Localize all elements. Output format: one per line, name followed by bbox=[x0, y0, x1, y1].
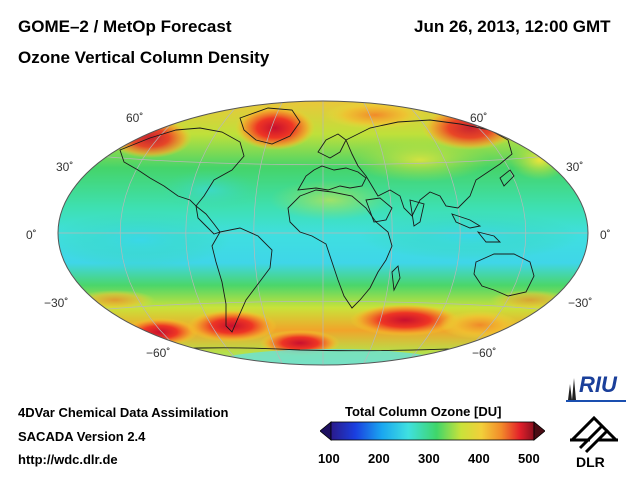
meridian-line bbox=[119, 101, 324, 365]
colorbar-tick: 100 bbox=[318, 451, 340, 466]
dlr-logo-text: DLR bbox=[576, 454, 605, 470]
riu-logo: RIU bbox=[566, 372, 628, 402]
lat-label-right: 60˚ bbox=[470, 111, 488, 125]
lat-label-right: −60˚ bbox=[472, 346, 497, 360]
dlr-logo-mark bbox=[570, 415, 618, 454]
riu-logo-mark bbox=[566, 378, 626, 402]
footer-url[interactable]: http://wdc.dlr.de bbox=[18, 452, 118, 467]
lat-label-right: −30˚ bbox=[568, 296, 593, 310]
lat-label-left: 60˚ bbox=[126, 111, 144, 125]
ozone-field bbox=[58, 101, 588, 365]
meridian-line bbox=[322, 101, 461, 365]
meridian-line bbox=[253, 101, 324, 365]
colorbar-tick: 400 bbox=[468, 451, 490, 466]
dlr-logo: DLR bbox=[566, 414, 622, 470]
meridian-line bbox=[322, 101, 527, 365]
lat-label-right: 0˚ bbox=[600, 228, 611, 242]
map-subtitle: Ozone Vertical Column Density bbox=[18, 48, 270, 67]
parallel-line bbox=[135, 101, 511, 102]
lat-label-right: 30˚ bbox=[566, 160, 584, 174]
footer-method: 4DVar Chemical Data Assimilation bbox=[18, 405, 229, 420]
colorbar-tick: 300 bbox=[418, 451, 440, 466]
lat-label-left: −60˚ bbox=[146, 346, 171, 360]
riu-logo-text: RIU bbox=[579, 372, 617, 397]
colorbar-tick: 500 bbox=[518, 451, 540, 466]
meridian-line bbox=[322, 101, 393, 365]
lat-label-left: 30˚ bbox=[56, 160, 74, 174]
colorbar bbox=[320, 421, 545, 441]
parallel-line bbox=[135, 364, 511, 365]
map-title: GOME–2 / MetOp Forecast bbox=[18, 17, 232, 36]
lat-label-left: 0˚ bbox=[26, 228, 37, 242]
colorbar-title: Total Column Ozone [DU] bbox=[345, 404, 502, 419]
lat-label-left: −30˚ bbox=[44, 296, 69, 310]
colorbar-tick: 200 bbox=[368, 451, 390, 466]
footer-version: SACADA Version 2.4 bbox=[18, 429, 146, 444]
map-border bbox=[57, 100, 589, 366]
forecast-datetime: Jun 26, 2013, 12:00 GMT bbox=[414, 17, 611, 36]
meridian-line bbox=[185, 101, 324, 365]
